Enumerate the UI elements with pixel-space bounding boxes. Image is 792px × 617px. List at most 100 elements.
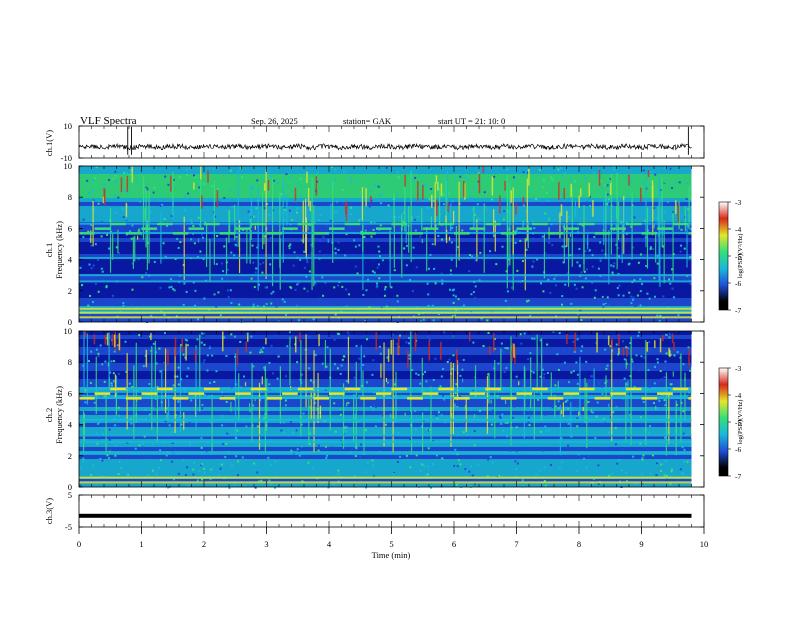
spectrogram-speckle bbox=[111, 294, 114, 297]
hot-streak bbox=[193, 182, 195, 190]
spectrogram-speckle bbox=[226, 432, 229, 435]
spectrogram-speckle bbox=[153, 278, 156, 281]
spectrogram-speckle bbox=[345, 380, 348, 383]
spectrogram-speckle bbox=[344, 430, 347, 433]
spectrogram-speckle bbox=[510, 286, 513, 289]
spectrogram-speckle bbox=[147, 473, 150, 476]
spectrogram-speckle bbox=[241, 176, 244, 179]
spectrogram-speckle bbox=[647, 369, 650, 372]
spectrogram-speckle bbox=[454, 295, 457, 298]
spectrogram-speckle bbox=[527, 171, 530, 174]
spectrogram-speckle bbox=[184, 196, 187, 199]
spectrogram-speckle bbox=[251, 187, 254, 190]
spectrogram-speckle bbox=[126, 190, 129, 193]
spectrogram-speckle bbox=[350, 203, 353, 206]
spectrogram-speckle bbox=[646, 292, 649, 295]
spectrogram-speckle bbox=[441, 457, 444, 460]
spectrogram-speckle bbox=[645, 264, 648, 267]
spectrogram-speckle bbox=[325, 454, 328, 457]
spectrogram-speckle bbox=[203, 297, 206, 300]
spectrogram-speckle bbox=[332, 251, 335, 254]
spectrogram-speckle bbox=[177, 383, 180, 386]
spectrogram-speckle bbox=[96, 422, 99, 425]
spectrogram-speckle bbox=[669, 282, 672, 285]
spectrogram-speckle bbox=[372, 303, 375, 306]
stepped-band bbox=[610, 392, 626, 395]
spectrogram-speckle bbox=[319, 213, 322, 216]
spectrogram-speckle bbox=[352, 254, 355, 257]
spectrogram-speckle bbox=[289, 176, 292, 179]
spectrogram-row-2 bbox=[79, 383, 692, 387]
sferic-streak bbox=[563, 223, 565, 264]
spectrogram-speckle bbox=[98, 421, 101, 424]
spectrogram-speckle bbox=[252, 306, 255, 309]
hot-streak bbox=[365, 188, 367, 207]
spectrogram-speckle bbox=[518, 194, 521, 197]
spectrogram-speckle bbox=[414, 176, 417, 179]
sferic-streak bbox=[393, 215, 395, 269]
spectrogram-speckle bbox=[159, 286, 162, 289]
spectrogram-speckle bbox=[129, 173, 132, 176]
spectrogram-speckle bbox=[90, 244, 93, 247]
spectrogram-speckle bbox=[340, 439, 343, 442]
spectrogram-speckle bbox=[449, 308, 452, 311]
stepped-band bbox=[141, 392, 158, 395]
spectrogram-speckle bbox=[115, 246, 118, 249]
spectrogram-speckle bbox=[523, 332, 526, 335]
sferic-streak bbox=[282, 178, 284, 263]
hot-streak bbox=[456, 349, 458, 365]
spectrogram-speckle bbox=[461, 173, 464, 176]
hot-streak bbox=[247, 334, 249, 342]
spectrogram-speckle bbox=[473, 398, 476, 401]
spectrogram-speckle bbox=[386, 356, 389, 359]
spectrogram-row-2 bbox=[79, 471, 692, 475]
spectrogram-speckle bbox=[172, 384, 175, 387]
spectrogram-speckle bbox=[235, 235, 238, 238]
spectrogram-speckle bbox=[177, 400, 180, 403]
spectrogram-speckle bbox=[372, 404, 375, 407]
sferic-streak bbox=[456, 360, 459, 401]
colorbar-tick-label: -3 bbox=[735, 198, 741, 207]
spectrogram-speckle bbox=[182, 459, 185, 462]
hot-streak bbox=[677, 204, 679, 224]
spectrogram-speckle bbox=[160, 459, 163, 462]
spectrogram-speckle bbox=[486, 319, 489, 322]
spectrogram-speckle bbox=[670, 353, 673, 356]
spectrogram-speckle bbox=[176, 237, 179, 240]
spectrogram-speckle bbox=[358, 357, 361, 360]
spectrogram-speckle bbox=[374, 425, 377, 428]
spectrogram-speckle bbox=[252, 261, 255, 264]
stepped-band bbox=[313, 397, 329, 400]
spectrogram-speckle bbox=[425, 427, 428, 430]
spectrogram-speckle bbox=[249, 351, 252, 354]
spectrogram-speckle bbox=[493, 175, 496, 178]
colorbar-label: log(PSD)(V²/Hz) bbox=[737, 234, 744, 279]
spectrogram-speckle bbox=[246, 332, 249, 335]
sferic-streak bbox=[234, 204, 236, 241]
spectrogram-speckle bbox=[309, 432, 312, 435]
spectrogram-speckle bbox=[81, 226, 84, 229]
spectrogram-speckle bbox=[411, 179, 414, 182]
spectrogram-speckle bbox=[575, 405, 578, 408]
spectrogram-speckle bbox=[159, 204, 162, 207]
stepped-band bbox=[641, 397, 658, 400]
spectrogram-speckle bbox=[356, 272, 359, 275]
stepped-band bbox=[204, 387, 220, 391]
spectrogram-row-1 bbox=[79, 218, 692, 222]
spectrogram-speckle bbox=[533, 337, 536, 340]
spectrogram-speckle bbox=[462, 304, 465, 307]
spectrogram-speckle bbox=[409, 438, 412, 441]
spectrogram-speckle bbox=[609, 345, 612, 348]
spectrogram-speckle bbox=[654, 173, 657, 176]
spectrogram-speckle bbox=[477, 171, 480, 174]
spectrogram-speckle bbox=[576, 417, 579, 420]
spectrogram-speckle bbox=[472, 186, 475, 189]
spectrogram-speckle bbox=[131, 350, 134, 353]
sferic-streak bbox=[678, 201, 680, 230]
sferic-streak bbox=[617, 201, 620, 241]
spectrogram-speckle bbox=[570, 302, 573, 305]
spectrogram-speckle bbox=[632, 455, 635, 458]
spectrogram-row-1 bbox=[79, 318, 692, 322]
spectrogram-speckle bbox=[113, 417, 116, 420]
spectrogram-speckle bbox=[294, 288, 297, 291]
